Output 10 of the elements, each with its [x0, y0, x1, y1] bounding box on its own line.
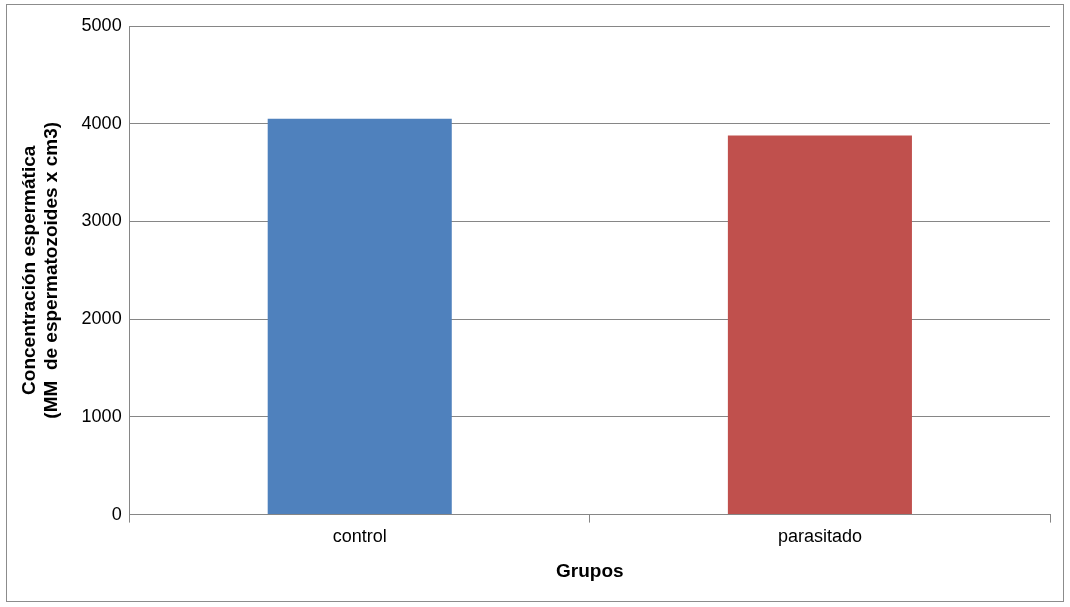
y-tick-label: 2000	[81, 308, 122, 329]
x-axis-title: Grupos	[556, 559, 624, 581]
y-tick-label: 0	[111, 503, 122, 524]
y-tick-label: 3000	[81, 210, 122, 231]
y-tick-label: 1000	[81, 405, 122, 426]
y-axis-title: Concentración espermática (MM de espermatozoides x cm3)	[17, 121, 62, 419]
y-tick-label: 4000	[81, 112, 122, 133]
y-tick-label: 5000	[81, 14, 122, 35]
x-tick-label: control	[332, 526, 387, 547]
x-tick-label: parasitado	[777, 526, 862, 547]
